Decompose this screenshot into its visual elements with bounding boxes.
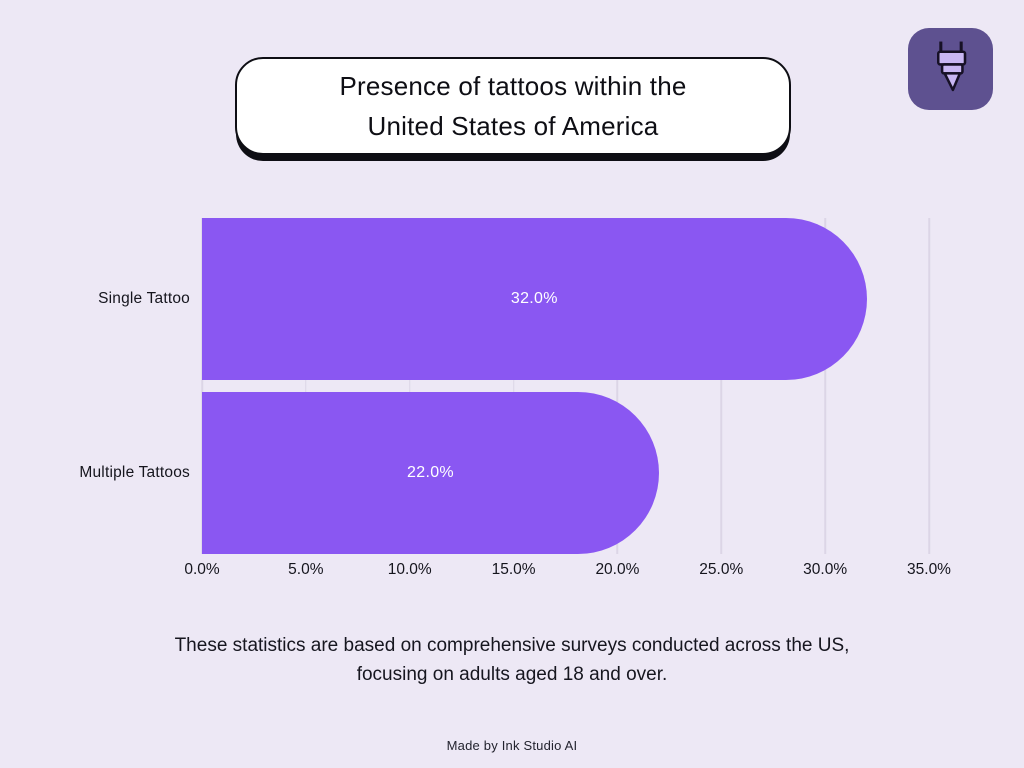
x-tick-label: 25.0% [699,561,744,578]
gridline [512,218,515,554]
chart-title-line1: Presence of tattoos within the [339,71,687,101]
ink-studio-logo [908,28,993,110]
y-label-single-tattoo: Single Tattoo [98,290,190,307]
x-tick-label: 10.0% [387,561,432,578]
gridline [305,218,307,554]
gridline [616,218,619,554]
gridline [408,218,411,554]
bar-value-label: 32.0% [510,290,558,307]
gridline [201,218,203,554]
x-tick-label: 5.0% [288,561,324,578]
y-axis-labels: Single Tattoo Multiple Tattoos [0,218,190,554]
x-tick-label: 15.0% [491,561,536,578]
chart-description: These statistics are based on comprehens… [0,631,1024,689]
x-tick-label: 35.0% [907,561,951,578]
chart-title-line2: United States of America [367,111,659,141]
gridline [928,218,930,554]
tattoo-machine-icon [925,39,977,100]
description-line1: These statistics are based on comprehens… [174,635,850,656]
credit-text: Made by Ink Studio AI [446,738,578,753]
description-line2: focusing on adults aged 18 and over. [356,664,668,685]
plot-area: 32.0% 22.0% 0.0% 5.0% 10.0% 15.0% 20.0% 25.0%… [184,218,951,578]
x-tick-label: 30.0% [803,561,848,578]
gridline [824,218,826,554]
gridline [720,218,723,554]
chart-title-box: Presence of tattoos within the United St… [235,57,791,155]
x-tick-label: 20.0% [595,561,640,578]
y-label-multiple-tattoos: Multiple Tattoos [79,464,190,481]
x-tick-label: 0.0% [184,561,220,578]
bar-multiple-tattoos: 22.0% [202,392,659,554]
bar-value-label: 22.0% [407,464,454,481]
bar-single-tattoo: 32.0% [202,218,867,380]
